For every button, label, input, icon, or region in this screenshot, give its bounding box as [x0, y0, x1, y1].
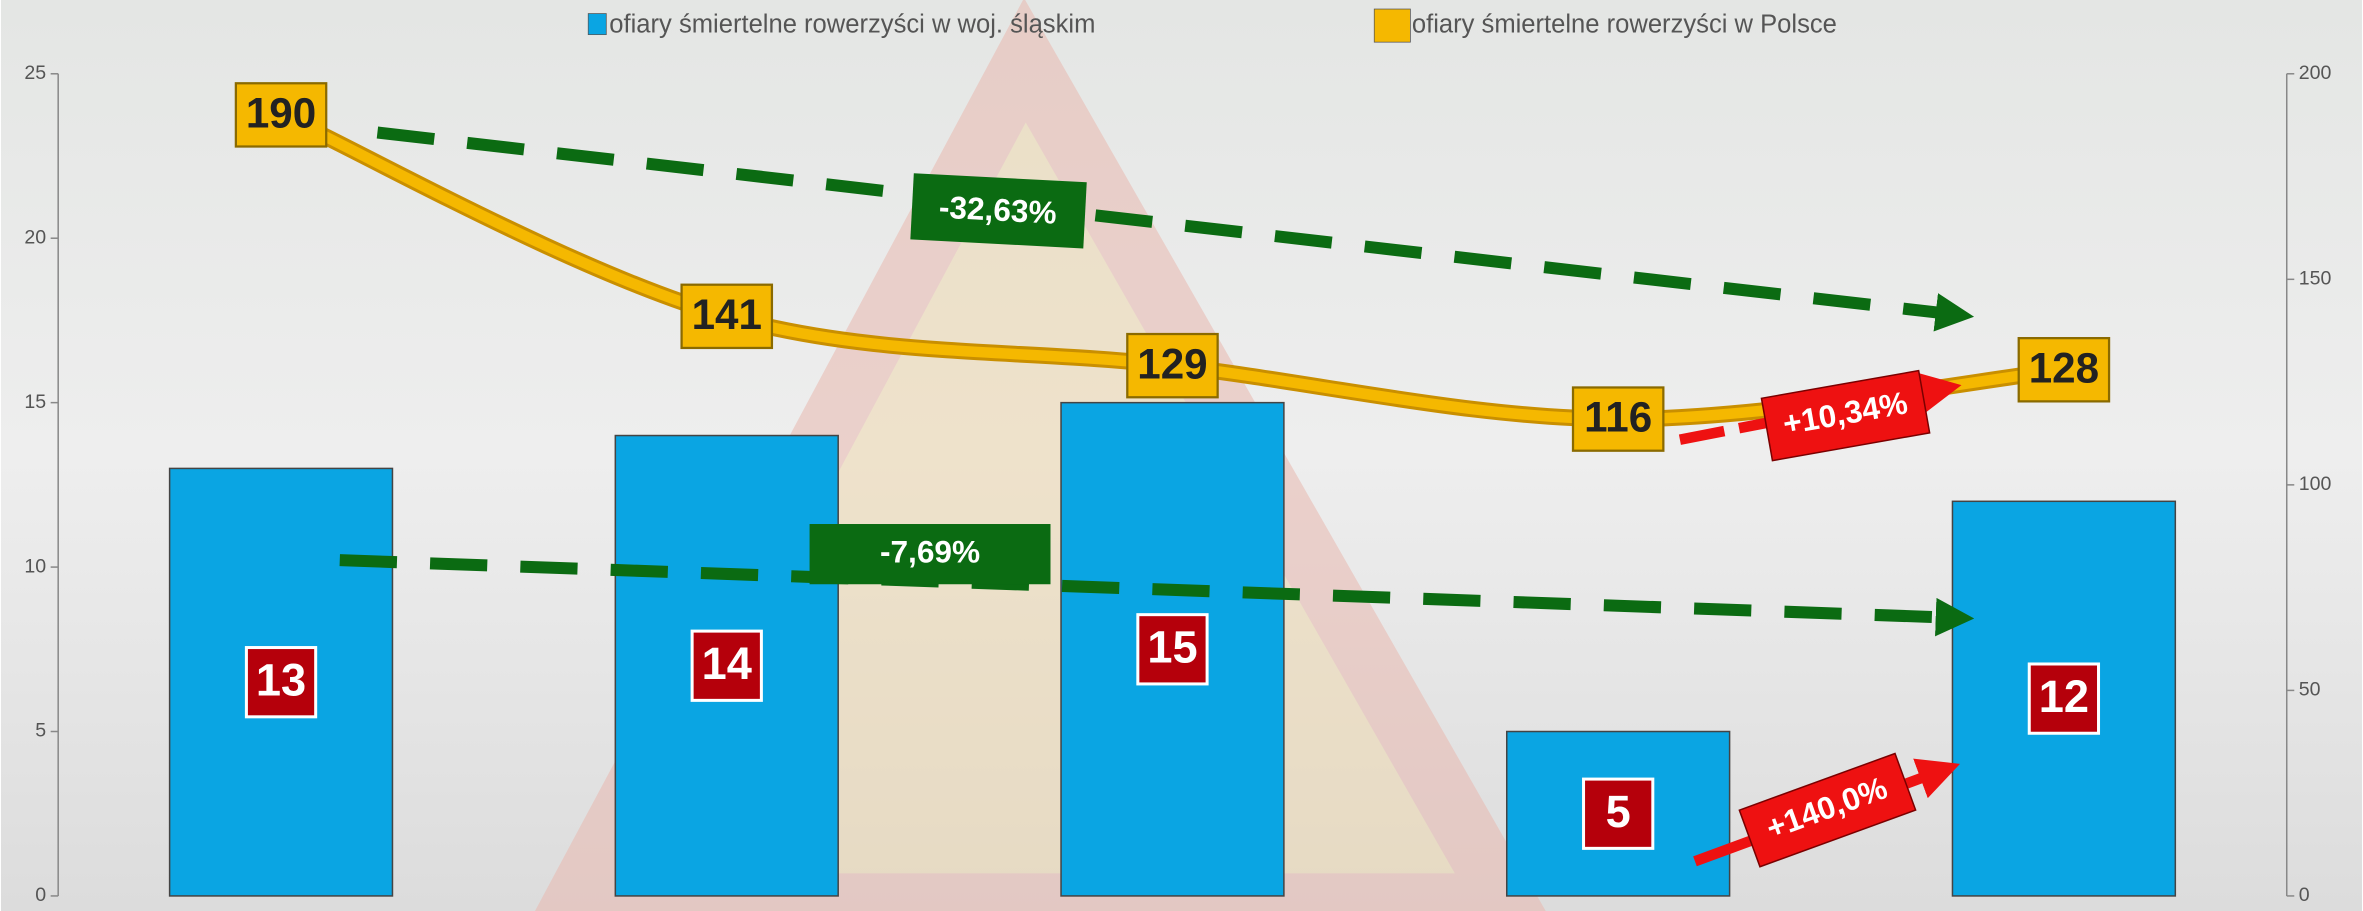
y2-tick-label: 200 [2299, 62, 2332, 84]
y-tick-label: 5 [35, 720, 46, 742]
value-label: 12 [2039, 671, 2089, 722]
legend-swatch [587, 13, 607, 36]
y-tick-label: 0 [35, 884, 46, 906]
annotation-box [1760, 369, 1931, 462]
legend-label: ofiary śmiertelne rowerzyści w woj. śląs… [609, 10, 1095, 38]
annotation: -32,63% [938, 189, 1057, 231]
annotation-box [1738, 752, 1917, 868]
y2-tick-label: 100 [2299, 473, 2332, 495]
value-label-box [1136, 613, 1209, 686]
legend-label: ofiary śmiertelne rowerzyści w Polsce [1412, 10, 1837, 38]
value-label-box [234, 82, 328, 148]
value-label-box [1126, 332, 1219, 399]
value-label-box [244, 646, 318, 719]
value-label: 128 [2029, 344, 2099, 391]
y-tick-label: 20 [24, 226, 46, 248]
value-label: 15 [1147, 622, 1197, 673]
annotation: -7,69% [880, 533, 980, 569]
value-label: 129 [1137, 340, 1207, 387]
value-label-box [1571, 386, 1665, 452]
y-tick-label: 15 [24, 391, 46, 413]
y-tick-label: 10 [24, 555, 46, 577]
y2-tick-label: 0 [2299, 884, 2310, 906]
legend-swatch [1373, 8, 1411, 43]
value-label: 190 [246, 90, 316, 137]
value-label-box [2027, 662, 2101, 735]
trend-arrow [376, 126, 1975, 332]
value-label-box [2017, 337, 2111, 403]
annotations: -32,63% +10,34% -7,69% +140,0% [339, 126, 1975, 868]
plot: 0 5 10 15 20 25 0 50 100 150 200 13 14 15 5 12 190 141 129… [24, 62, 2331, 906]
value-label: 116 [1584, 394, 1652, 441]
value-label-box [690, 629, 763, 702]
value-label-box [680, 283, 774, 350]
y-tick-label: 25 [24, 62, 46, 84]
value-label: 141 [692, 291, 762, 338]
value-label: 5 [1606, 786, 1631, 837]
annotation-box [809, 524, 1051, 585]
legend: ofiary śmiertelne rowerzyści w woj. śląs… [587, 8, 1837, 43]
y2-tick-label: 150 [2299, 267, 2332, 289]
value-label: 13 [256, 655, 306, 706]
annotation-box [910, 173, 1087, 249]
y2-tick-label: 50 [2299, 679, 2321, 701]
value-label-box [1582, 777, 1655, 850]
value-label: 14 [702, 638, 752, 689]
